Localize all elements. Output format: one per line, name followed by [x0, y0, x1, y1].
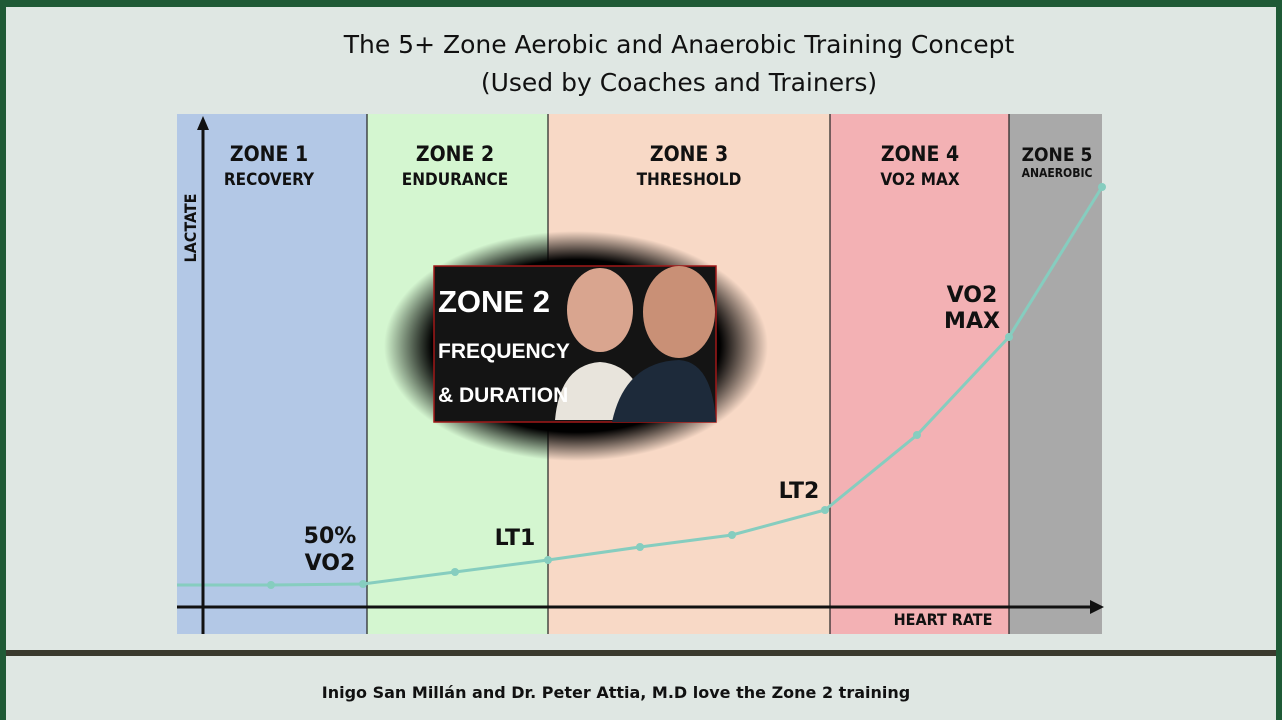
- subtitle: (Used by Coaches and Trainers): [481, 68, 877, 97]
- footer-caption: Inigo San Millán and Dr. Peter Attia, M.…: [322, 683, 910, 702]
- axes: [177, 126, 1094, 634]
- annotation: LT1: [495, 526, 536, 551]
- zone-label: VO2 MAX: [880, 170, 960, 190]
- person: [612, 360, 716, 422]
- zone-name: ZONE 1: [230, 142, 308, 166]
- x-arrow: [1090, 600, 1104, 614]
- annotation: LT2: [779, 479, 820, 504]
- inset-text: FREQUENCY: [438, 340, 570, 363]
- y-axis-label: LACTATE: [181, 193, 200, 262]
- inset-text: & DURATION: [438, 384, 568, 407]
- zone-label: RECOVERY: [224, 170, 315, 190]
- zone-name: ZONE 3: [650, 142, 728, 166]
- annotations: 50% VO2 LT1 LT2 VO2 MAX: [304, 283, 1000, 576]
- zone-bands: [177, 114, 1102, 634]
- curve-points: [267, 183, 1106, 589]
- zone-label: THRESHOLD: [637, 170, 742, 190]
- inset-image: ZONE 2 FREQUENCY & DURATION: [384, 231, 768, 461]
- separator: [6, 650, 1276, 656]
- zone-band: [830, 114, 1009, 634]
- zone-band: [1009, 114, 1102, 634]
- inset-text: ZONE 2: [438, 284, 550, 319]
- zone-band: [177, 114, 367, 634]
- zone-name: ZONE 5: [1022, 144, 1093, 166]
- annotation: VO2: [305, 551, 356, 576]
- zone-name: ZONE 2: [416, 142, 494, 166]
- y-arrow: [197, 116, 209, 130]
- zone-labels: ZONE 1 RECOVERY ZONE 2 ENDURANCE ZONE 3 THRES…: [224, 142, 1093, 190]
- person: [643, 266, 715, 358]
- person: [567, 268, 633, 352]
- annotation: VO2: [947, 283, 998, 308]
- x-axis-label: HEART RATE: [894, 610, 993, 629]
- zone-label: ANAEROBIC: [1022, 166, 1093, 180]
- zone-label: ENDURANCE: [402, 170, 508, 190]
- title: The 5+ Zone Aerobic and Anaerobic Traini…: [343, 30, 1015, 59]
- zone-name: ZONE 4: [881, 142, 959, 166]
- annotation: MAX: [944, 309, 1000, 334]
- annotation: 50%: [304, 524, 357, 549]
